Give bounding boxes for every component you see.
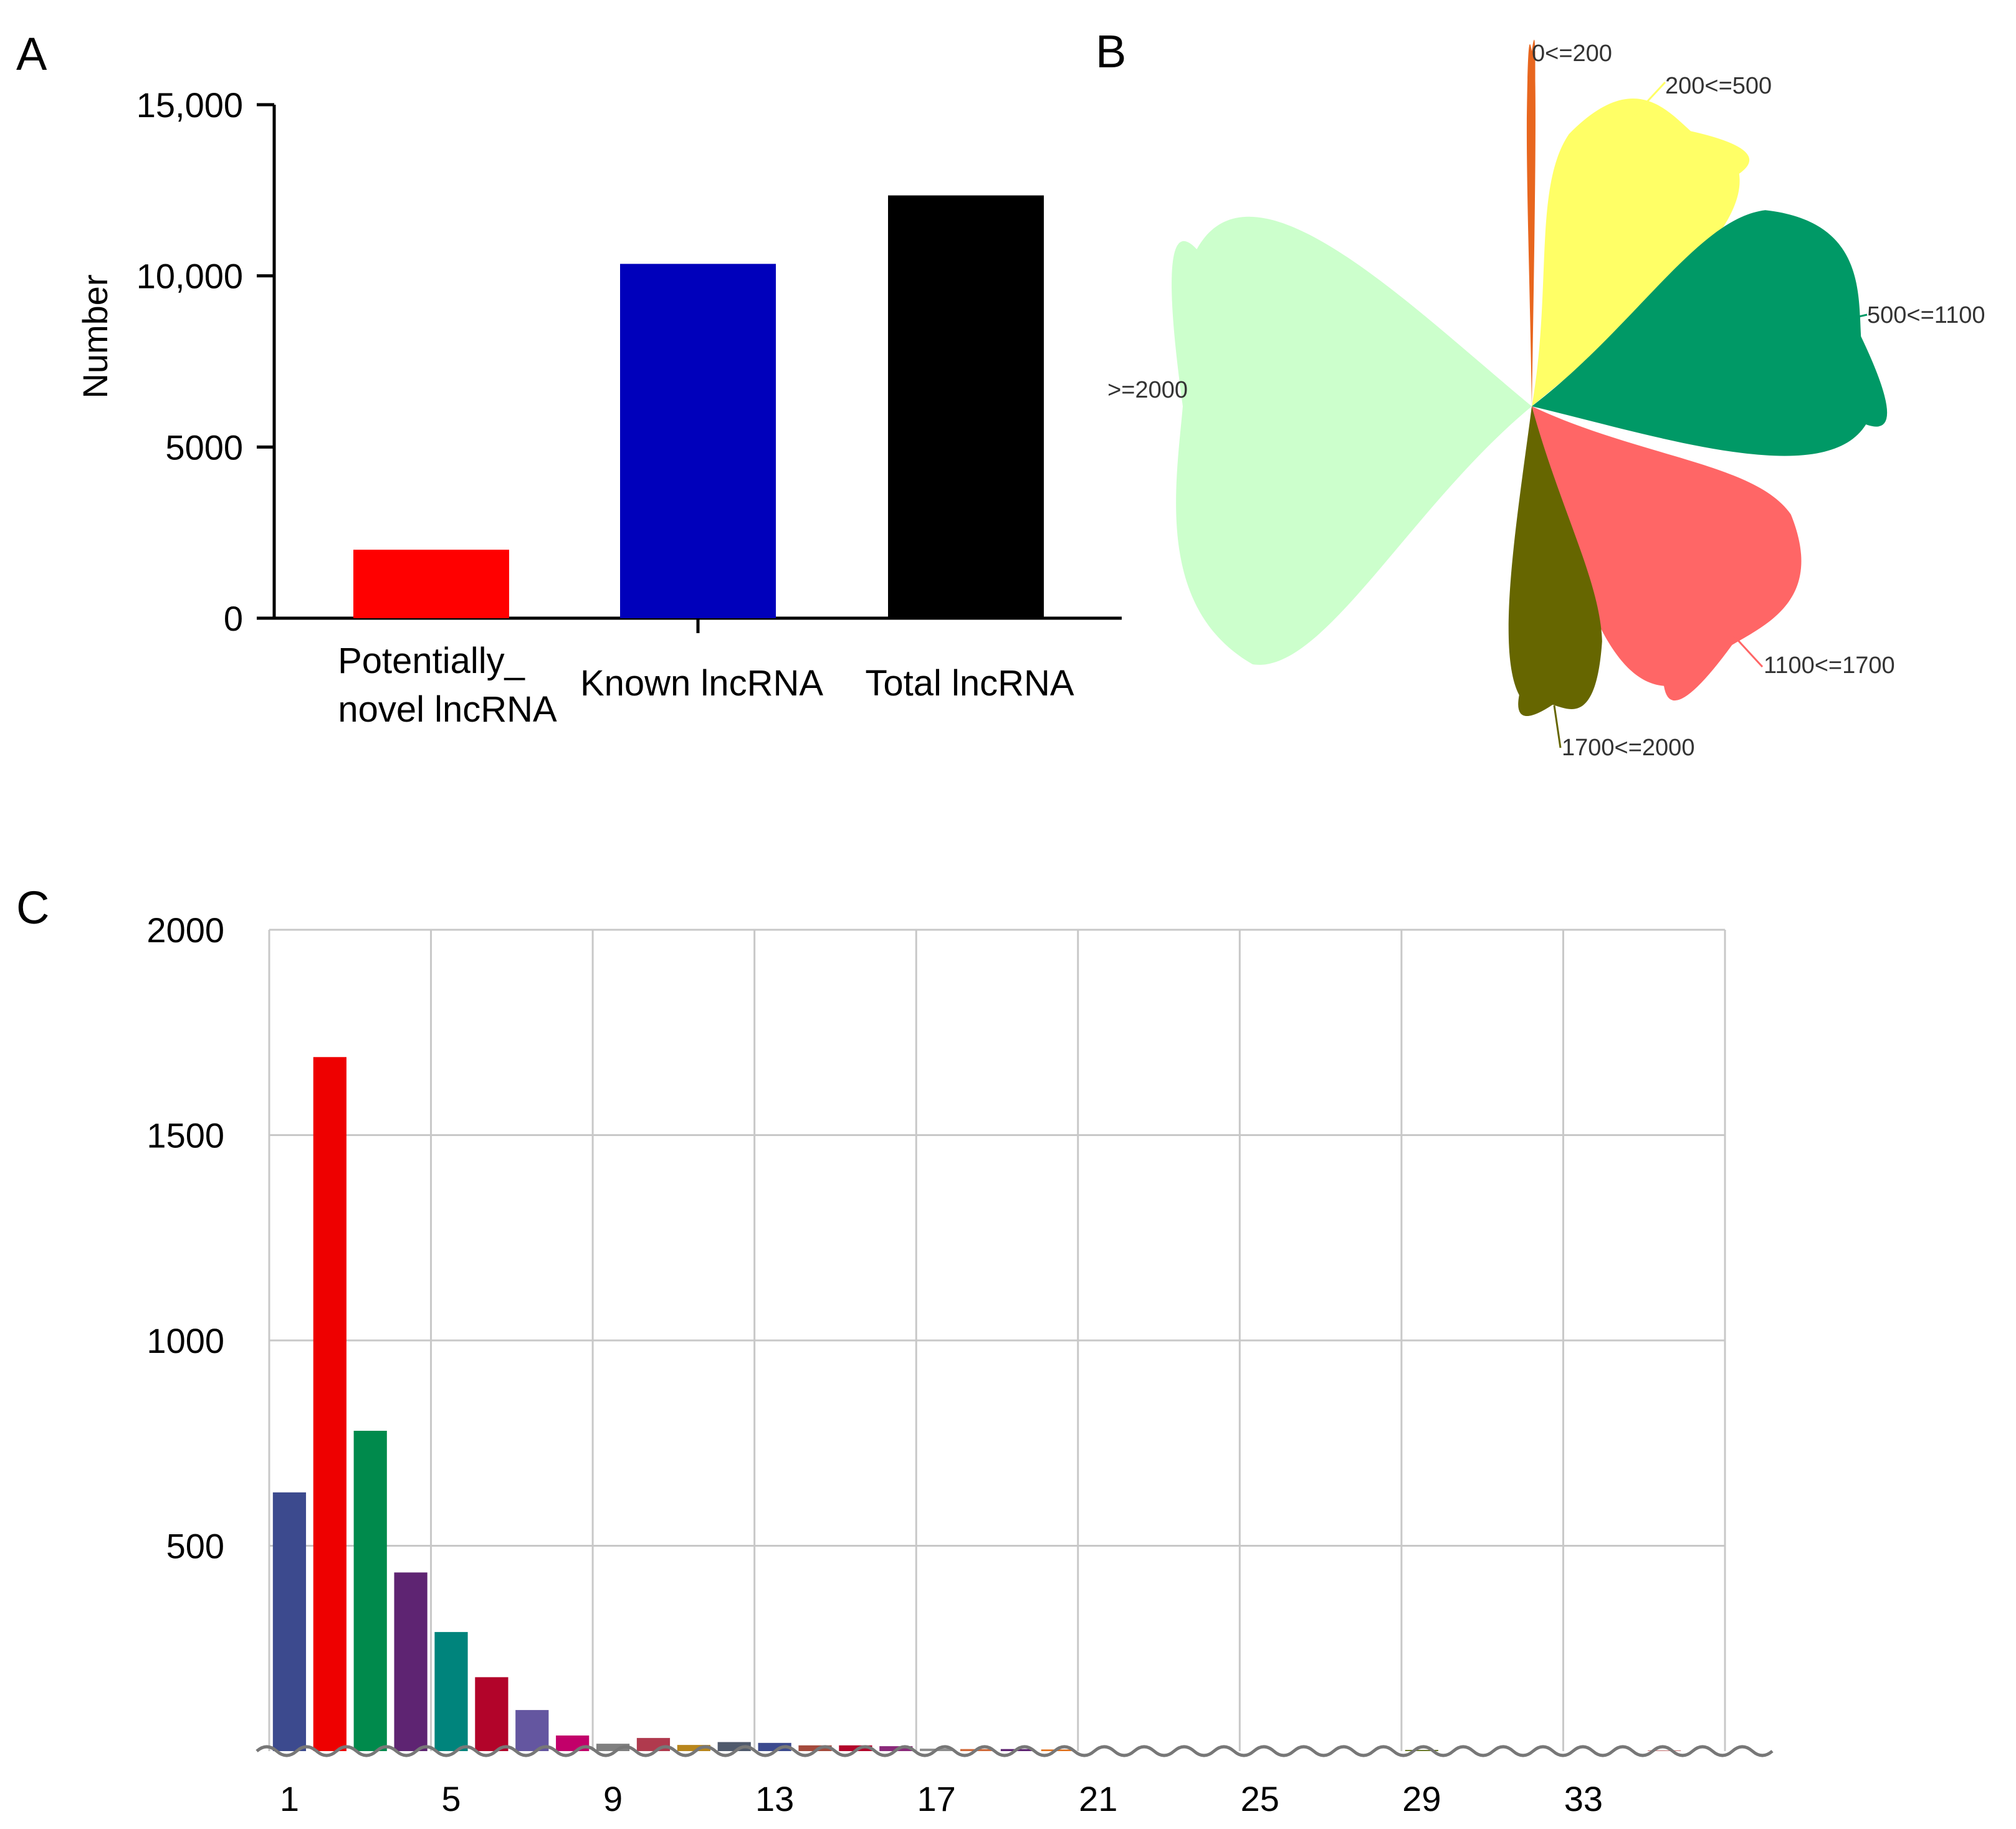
- chart-b-petal: [1532, 406, 1802, 701]
- chart-a-ytick-label: 5000: [165, 427, 243, 467]
- chart-a-ytick-label: 0: [224, 599, 243, 638]
- chart-c-xtick-label: 29: [1402, 1779, 1441, 1818]
- chart-b-slice-label: >=2000: [1107, 377, 1188, 403]
- chart-c-bar: [839, 1745, 872, 1751]
- chart-c-bar: [677, 1745, 710, 1751]
- chart-c-bar: [272, 1492, 307, 1751]
- chart-c-xtick-label: 13: [755, 1779, 794, 1818]
- chart-a-bar: [620, 264, 776, 618]
- panel-c-label: C: [16, 882, 49, 934]
- chart-c-bar: [758, 1742, 791, 1751]
- chart-c-xtick-label: 5: [441, 1779, 461, 1818]
- chart-a-category-label: novel lncRNA: [338, 689, 557, 730]
- chart-c-bar: [353, 1430, 387, 1751]
- chart-c-bar: [596, 1744, 630, 1751]
- chart-c-axis-break: [256, 1745, 1774, 1757]
- chart-a-category-label: Total lncRNA: [865, 663, 1074, 704]
- chart-b-slice-label: 0<=200: [1532, 41, 1612, 67]
- chart-c-bar: [1405, 1750, 1438, 1751]
- chart-c-bar: [434, 1631, 468, 1751]
- chart-c-bar: [394, 1572, 428, 1751]
- chart-a-ytick-label: 15,000: [136, 85, 243, 125]
- chart-c-bar: [798, 1745, 832, 1751]
- chart-c-xtick-label: 25: [1241, 1779, 1279, 1818]
- chart-c-xtick-label: 1: [280, 1779, 299, 1818]
- chart-c-xtick-label: 9: [603, 1779, 623, 1818]
- chart-b-slice-label: 1700<=2000: [1562, 735, 1694, 761]
- chart-c-xtick-label: 17: [917, 1779, 956, 1818]
- panel-b-label: B: [1096, 26, 1126, 77]
- chart-a-ytick-label: 10,000: [136, 257, 243, 296]
- chart-b-slice-label: 200<=500: [1665, 73, 1772, 99]
- chart-c-bar: [556, 1735, 590, 1751]
- chart-b-slice-label: 1100<=1700: [1764, 652, 1895, 679]
- chart-c-bar: [515, 1710, 549, 1751]
- chart-a-bar: [888, 195, 1044, 618]
- chart-c-ytick-label: 2000: [146, 910, 224, 950]
- chart-c: 500 1000 1500 2000 1 5 9 13 17 21 25 29 33: [146, 910, 1774, 1818]
- chart-c-bar: [475, 1677, 509, 1751]
- chart-c-xtick-label: 33: [1564, 1779, 1603, 1818]
- panel-a-label: A: [16, 28, 47, 80]
- chart-c-bar: [313, 1057, 346, 1751]
- chart-b-leader-line: [1732, 634, 1764, 668]
- chart-b-petal: [1508, 406, 1602, 717]
- chart-a-category-label: Potentially_: [338, 641, 525, 681]
- chart-c-ytick-label: 1500: [146, 1116, 224, 1155]
- chart-a-bar: [353, 550, 509, 618]
- chart-a-ylabel: Number: [75, 274, 115, 398]
- chart-c-xtick-label: 21: [1079, 1779, 1117, 1818]
- chart-c-bar: [1648, 1750, 1681, 1751]
- chart-b-leader-line: [1820, 313, 1868, 327]
- chart-a-category-label: Known lncRNA: [580, 663, 823, 704]
- chart-b-slice-label: 500<=1100: [1867, 302, 1985, 328]
- chart-c-ytick-label: 500: [166, 1527, 224, 1566]
- chart-b-petal: [1526, 39, 1536, 406]
- chart-b-petal: [1172, 216, 1532, 665]
- chart-c-bar: [717, 1742, 751, 1751]
- chart-a: Number 0 5000 10,000 15,000 Potentially_nove…: [75, 85, 1122, 730]
- chart-b-leader-line: [1553, 705, 1562, 748]
- chart-c-ytick-label: 1000: [146, 1321, 224, 1360]
- chart-c-bar: [636, 1737, 671, 1751]
- chart-b: 0<=200 200<=500 500<=1100 1100<=1700 1700<=2…: [1107, 39, 1985, 761]
- chart-b-petal: [1532, 210, 1888, 456]
- chart-b-leader-line: [1631, 81, 1666, 118]
- chart-b-petal: [1532, 98, 1750, 407]
